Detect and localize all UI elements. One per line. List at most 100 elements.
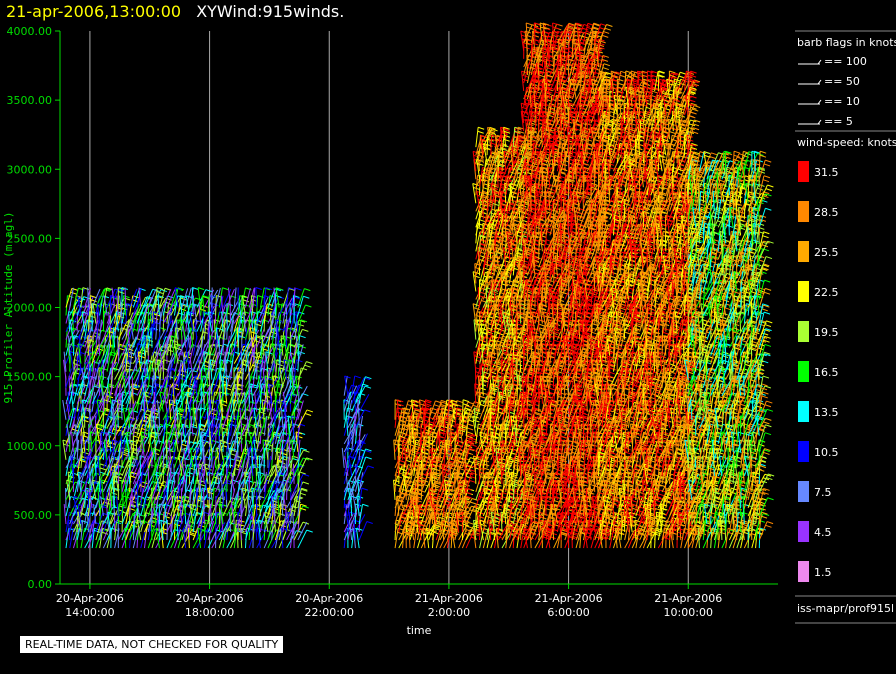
wind-barb-staff [121,457,131,477]
wind-barb-staff [95,423,101,444]
wind-barb-staff [66,423,71,444]
wind-barb-staff [144,496,152,517]
wind-barb-staff [63,351,67,372]
wind-barb-staff [95,520,103,541]
wind-barb-flag [473,275,480,279]
wind-barb-flag [70,291,77,295]
wind-barb-staff [125,432,131,452]
wind-barb-staff [126,343,131,364]
wind-barb-staff [87,400,96,420]
wind-barb-staff [358,465,369,485]
wind-barb-flag [469,479,476,483]
wind-barb-staff [77,295,82,316]
wind-barb-staff [114,369,125,388]
wind-barb-flag [160,289,167,293]
wind-barb-staff [97,455,101,476]
wind-barb-staff [139,455,142,476]
wind-barb-staff [81,399,86,420]
wind-barb-flag [67,295,74,299]
wind-barb-flag [83,375,91,379]
wind-barb-staff [99,330,111,348]
wind-barb-staff [108,488,112,509]
wind-barb-flag [366,521,373,525]
wind-barb-staff [98,367,101,388]
wind-barb-flag [141,431,148,435]
wind-barb-flag [87,295,95,299]
wind-barb-staff [87,335,89,356]
wind-barb-flag [198,483,206,487]
wind-barb-staff [125,424,130,444]
wind-barb-staff [69,351,74,372]
wind-barb-flag [78,343,85,347]
wind-barb-staff [341,447,345,468]
wind-barb-staff [80,304,87,324]
wind-barb-staff [132,288,141,308]
wind-barb-staff [87,367,92,388]
wind-barb-staff [65,399,71,420]
wind-barb-flag [63,443,70,447]
wind-barb-staff [81,311,86,332]
wind-barb-staff [121,410,133,429]
wind-barb-staff [138,287,142,308]
wind-barb-staff [144,303,149,324]
wind-barb-staff [114,472,119,492]
wind-barb-staff [259,287,265,308]
wind-barb-flag [365,456,372,460]
wind-barb-staff [99,479,102,500]
wind-barb-staff [154,359,157,380]
wind-barb-staff [151,319,155,340]
wind-barb-flag [142,415,149,419]
wind-barb-staff [99,312,107,332]
wind-barb-staff [140,304,148,324]
wind-barb-flag [257,471,265,475]
wind-barb-staff [66,480,71,501]
wind-barb-staff [475,127,479,148]
wind-barb-flag [91,311,99,315]
wind-barb-staff [69,319,74,340]
wind-barb-staff [125,521,134,541]
wind-barb-staff [153,407,157,428]
wind-barb-flag [117,288,125,292]
wind-barb-staff [99,375,104,396]
wind-barb-flag [155,383,163,387]
wind-barb-staff [129,351,133,372]
wind-barb-staff [292,463,295,484]
wind-barb-staff [91,344,99,364]
wind-barb-staff [144,321,155,340]
wind-barb-flag [222,287,229,291]
wind-barb-staff [106,410,118,429]
wind-barb-flag [254,323,262,327]
wind-barb-staff [97,303,101,324]
wind-barb-staff [112,327,116,348]
wind-barb-staff [122,295,127,316]
wind-barb-flag [302,473,310,477]
wind-barb-flag [84,340,91,344]
wind-barb-flag [137,495,145,499]
wind-barb-staff [62,440,67,460]
wind-barb-staff [111,407,116,428]
wind-barb-staff [84,472,89,493]
wind-barb-staff [129,439,134,460]
wind-barb-staff [116,496,119,517]
wind-barb-flag [255,287,262,290]
wind-barb-staff [117,399,119,420]
wind-barb-flag [123,495,130,499]
wind-barb-staff [70,375,74,396]
wind-barb-flag [295,287,302,291]
wind-barb-staff [117,439,122,460]
wind-barb-staff [80,447,84,468]
wind-barb-staff [78,351,82,372]
wind-barb-flag [146,359,153,363]
wind-barb-staff [111,439,116,460]
wind-barb-staff [110,367,114,388]
wind-barb-staff [128,407,131,428]
wind-barb-staff [125,472,130,493]
wind-barb-flag [477,130,484,134]
wind-barb-staff [82,431,86,452]
wind-barb-flag [144,327,151,331]
wind-barb-staff [151,295,157,316]
wind-barb-staff [156,423,160,444]
wind-barb-staff [65,288,73,308]
wind-barb-staff [170,520,174,541]
wind-barb-staff [141,375,146,396]
